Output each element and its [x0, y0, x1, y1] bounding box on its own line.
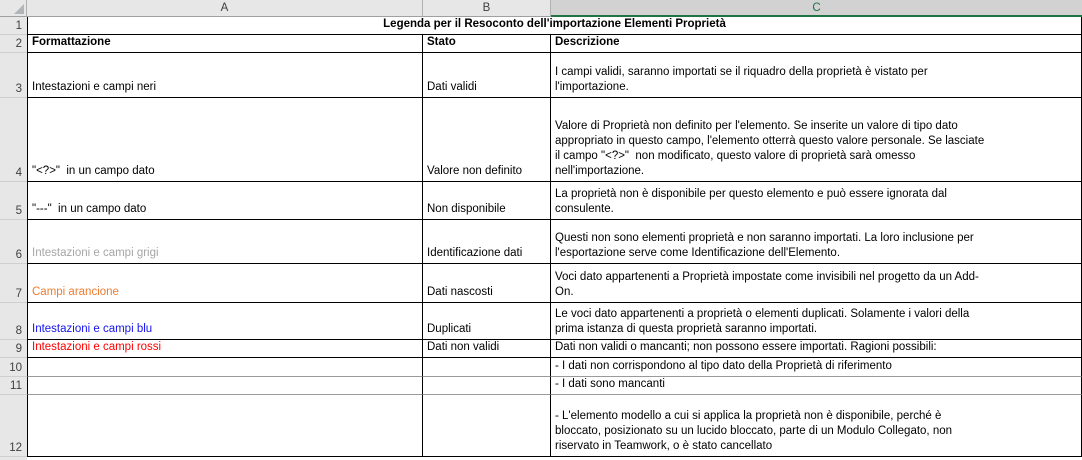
sheet-row-12: 12 - L'elemento modello a cui si applica …: [0, 395, 1082, 457]
cell-A2[interactable]: Formattazione: [27, 35, 423, 53]
cell-A4[interactable]: "<?>" in un campo dato: [27, 98, 423, 182]
sheet-row-10: 10 - I dati non corrispondono al tipo dat…: [0, 358, 1082, 377]
row-header-8[interactable]: 8: [0, 303, 27, 340]
cell-A7-text: Campi arancione: [32, 286, 119, 298]
cell-B9[interactable]: Dati non validi: [423, 340, 551, 358]
cell-C4-text: Valore di Proprietà non definito per l'e…: [555, 120, 985, 177]
row-header-7[interactable]: 7: [0, 264, 27, 303]
row-header-1[interactable]: 1: [0, 17, 27, 35]
column-header-c-selected[interactable]: C: [551, 0, 1082, 17]
cell-A6[interactable]: Intestazioni e campi grigi: [27, 220, 423, 264]
cell-C10-text: - I dati non corrispondono al tipo dato …: [555, 360, 892, 372]
cell-B3[interactable]: Dati validi: [423, 53, 551, 98]
cell-A2-text: Formattazione: [32, 36, 111, 48]
cell-A8[interactable]: Intestazioni e campi blu: [27, 303, 423, 340]
row-header-11[interactable]: 11: [0, 377, 27, 395]
cell-C7-text: Voci dato appartenenti a Proprietà impos…: [555, 271, 979, 298]
row-header-6[interactable]: 6: [0, 220, 27, 264]
cell-A1-merged-title[interactable]: Legenda per il Resoconto dell'importazio…: [27, 17, 1082, 35]
cell-C7[interactable]: Voci dato appartenenti a Proprietà impos…: [551, 264, 1082, 303]
cell-C9[interactable]: Dati non validi o mancanti; non possono …: [551, 340, 1082, 358]
partial-next-row: [0, 457, 1082, 460]
cell-B10[interactable]: [423, 358, 551, 377]
cell-B8[interactable]: Duplicati: [423, 303, 551, 340]
cell-B7-text: Dati nascosti: [427, 286, 493, 298]
cell-C4[interactable]: Valore di Proprietà non definito per l'e…: [551, 98, 1082, 182]
sheet-row-2: 2 Formattazione Stato Descrizione: [0, 35, 1082, 53]
cell-B5[interactable]: Non disponibile: [423, 182, 551, 220]
row-header-10[interactable]: 10: [0, 358, 27, 377]
row-header-2[interactable]: 2: [0, 35, 27, 53]
cell-B2[interactable]: Stato: [423, 35, 551, 53]
sheet-row-5: 5 "---" in un campo dato Non disponibile La…: [0, 182, 1082, 220]
cell-B7[interactable]: Dati nascosti: [423, 264, 551, 303]
cell-A11[interactable]: [27, 377, 423, 395]
cell-C8[interactable]: Le voci dato appartenenti a proprietà o …: [551, 303, 1082, 340]
sheet-row-9: 9 Intestazioni e campi rossi Dati non vali…: [0, 340, 1082, 358]
cell-C5[interactable]: La proprietà non è disponibile per quest…: [551, 182, 1082, 220]
cell-C12-text: - L'elemento modello a cui si applica la…: [555, 410, 953, 452]
cell-B6[interactable]: Identificazione dati: [423, 220, 551, 264]
cell-B5-text: Non disponibile: [427, 203, 506, 215]
row-header-4[interactable]: 4: [0, 98, 27, 182]
sheet-row-3: 3 Intestazioni e campi neri Dati validi I c…: [0, 53, 1082, 98]
cell-A6-text: Intestazioni e campi grigi: [32, 247, 159, 259]
sheet-row-1: 1 Legenda per il Resoconto dell'importazi…: [0, 17, 1082, 35]
select-all-triangle-icon: [14, 4, 24, 14]
cell-A7[interactable]: Campi arancione: [27, 264, 423, 303]
cell-C11-text: - I dati sono mancanti: [555, 378, 665, 390]
cell-B3-text: Dati validi: [427, 81, 477, 93]
cell-B4[interactable]: Valore non definito: [423, 98, 551, 182]
cell-C2[interactable]: Descrizione: [551, 35, 1082, 53]
cell-C5-text: La proprietà non è disponibile per quest…: [555, 188, 947, 215]
cell-A3-text: Intestazioni e campi neri: [32, 81, 157, 93]
row-header-9[interactable]: 9: [0, 340, 27, 358]
cell-B6-text: Identificazione dati: [427, 247, 523, 259]
row-header-5[interactable]: 5: [0, 182, 27, 220]
cell-C12[interactable]: - L'elemento modello a cui si applica la…: [551, 395, 1082, 457]
cell-B9-text: Dati non validi: [427, 341, 500, 353]
cell-B4-text: Valore non definito: [427, 165, 523, 177]
select-all-corner[interactable]: [0, 0, 27, 17]
column-header-a[interactable]: A: [27, 0, 423, 17]
cell-A12[interactable]: [27, 395, 423, 457]
cell-A5-text: "---" in un campo dato: [32, 203, 147, 215]
cell-B8-text: Duplicati: [427, 323, 472, 335]
cell-A8-text: Intestazioni e campi blu: [32, 323, 153, 335]
cell-C3-text: I campi validi, saranno importati se il …: [555, 66, 928, 93]
cell-A1-text: Legenda per il Resoconto dell'importazio…: [383, 18, 726, 30]
cell-C2-text: Descrizione: [555, 36, 620, 48]
cell-C3[interactable]: I campi validi, saranno importati se il …: [551, 53, 1082, 98]
cell-B12[interactable]: [423, 395, 551, 457]
row-header-3[interactable]: 3: [0, 53, 27, 98]
sheet-row-8: 8 Intestazioni e campi blu Duplicati Le voc…: [0, 303, 1082, 340]
sheet-row-11: 11 - I dati sono mancanti: [0, 377, 1082, 395]
sheet-row-4: 4 "<?>" in un campo dato Valore non defini…: [0, 98, 1082, 182]
sheet-row-7: 7 Campi arancione Dati nascosti Voci dato a…: [0, 264, 1082, 303]
column-header-b[interactable]: B: [423, 0, 551, 17]
sheet-body: 1 Legenda per il Resoconto dell'importazi…: [0, 17, 1082, 457]
cell-B2-text: Stato: [427, 36, 456, 48]
cell-A9-text: Intestazioni e campi rossi: [32, 341, 162, 353]
cell-C8-text: Le voci dato appartenenti a proprietà o …: [555, 308, 970, 335]
row-header-stub: [0, 457, 27, 460]
cell-A9[interactable]: Intestazioni e campi rossi: [27, 340, 423, 358]
cell-A5[interactable]: "---" in un campo dato: [27, 182, 423, 220]
sheet-row-6: 6 Intestazioni e campi grigi Identificazio…: [0, 220, 1082, 264]
cell-A4-text: "<?>" in un campo dato: [32, 165, 155, 177]
cell-B11[interactable]: [423, 377, 551, 395]
cell-C10[interactable]: - I dati non corrispondono al tipo dato …: [551, 358, 1082, 377]
row-header-12[interactable]: 12: [0, 395, 27, 457]
cell-C6-text: Questi non sono elementi proprietà e non…: [555, 232, 974, 259]
cell-C11[interactable]: - I dati sono mancanti: [551, 377, 1082, 395]
cell-A10[interactable]: [27, 358, 423, 377]
cell-C6[interactable]: Questi non sono elementi proprietà e non…: [551, 220, 1082, 264]
cell-C9-text: Dati non validi o mancanti; non possono …: [555, 341, 937, 353]
column-header-row: A B C: [0, 0, 1082, 17]
cell-A3[interactable]: Intestazioni e campi neri: [27, 53, 423, 98]
